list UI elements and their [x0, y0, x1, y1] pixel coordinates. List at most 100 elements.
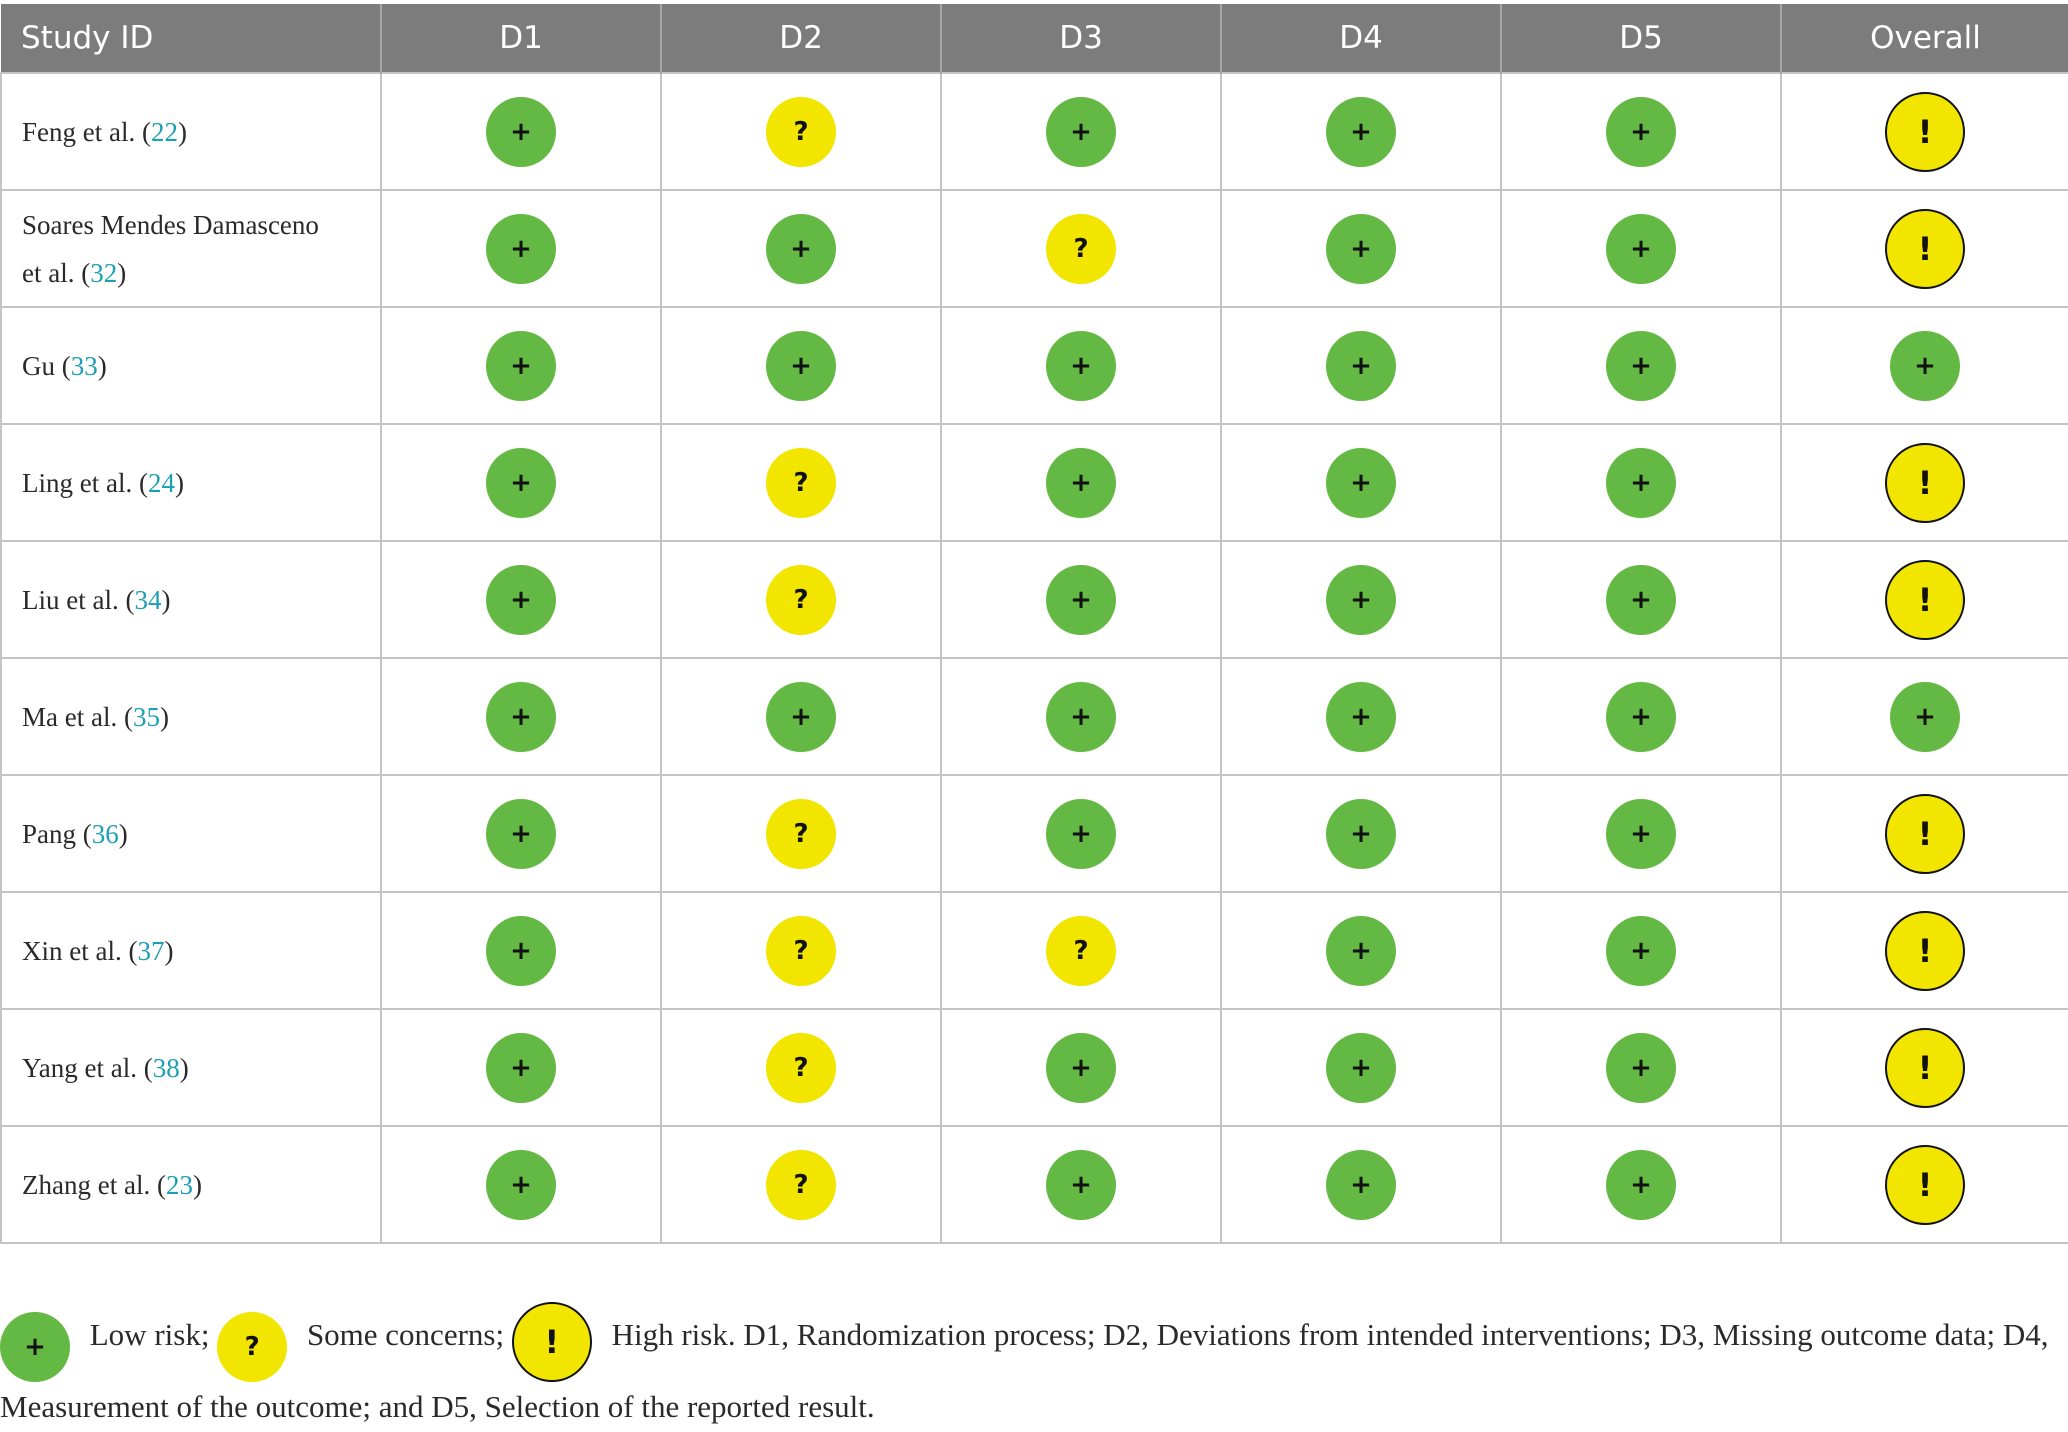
study-name-text: Liu et al. ( — [22, 584, 135, 615]
reference-link[interactable]: 37 — [137, 935, 165, 966]
reference-close-paren: ) — [159, 701, 169, 732]
rating-cell-d4: + — [1220, 774, 1502, 893]
rating-cell-d5: + — [1500, 1125, 1782, 1244]
some-concerns-icon: ? — [1046, 915, 1116, 986]
reference-link[interactable]: 33 — [70, 350, 98, 381]
study-name-text: Ling et al. ( — [22, 467, 148, 498]
table-row: Pang (36) +? + + +! — [0, 774, 2068, 893]
study-id-cell: Ma et al. (35) — [0, 657, 382, 776]
some-concerns-icon: ? — [766, 96, 836, 167]
table-header-row: Study ID D1 D2 D3 D4 D5 Overall — [1, 4, 2068, 73]
legend-some-label: Some concerns; — [299, 1317, 505, 1352]
reference-close-paren: ) — [164, 935, 174, 966]
study-name-text: et al. ( — [22, 257, 91, 288]
low-risk-icon: + — [1606, 447, 1676, 518]
low-risk-icon: + — [1046, 1149, 1116, 1220]
low-risk-icon: + — [1890, 681, 1960, 752]
some-concerns-icon: ? — [766, 1149, 836, 1220]
table-row: Soares Mendes Damasceno et al. (32) + +? + +! — [0, 189, 2068, 308]
rating-cell-d5: + — [1500, 540, 1782, 659]
study-id-cell: Soares Mendes Damasceno et al. (32) — [0, 189, 382, 308]
header-d3: D3 — [941, 4, 1222, 73]
reference-link[interactable]: 35 — [132, 701, 160, 732]
study-name-text: Pang ( — [22, 818, 92, 849]
reference-close-paren: ) — [161, 584, 171, 615]
reference-link[interactable]: 34 — [134, 584, 162, 615]
rating-cell-d2: ? — [660, 1008, 942, 1127]
low-risk-icon: + — [1326, 96, 1396, 167]
some-concerns-icon: ? — [766, 1032, 836, 1103]
some-concerns-icon: ? — [766, 447, 836, 518]
rating-cell-d3: + — [940, 1008, 1222, 1127]
low-risk-icon: + — [486, 96, 556, 167]
low-risk-icon: + — [1046, 447, 1116, 518]
rating-cell-overall: ! — [1780, 891, 2068, 1010]
reference-link[interactable]: 22 — [150, 116, 178, 147]
study-id-cell: Liu et al. (34) — [0, 540, 382, 659]
study-name-text: Xin et al. ( — [22, 935, 138, 966]
rating-cell-d3: ? — [940, 891, 1222, 1010]
reference-link[interactable]: 23 — [165, 1169, 193, 1200]
low-risk-icon: + — [1606, 1032, 1676, 1103]
rating-cell-d1: + — [380, 657, 662, 776]
rating-cell-d5: + — [1500, 774, 1782, 893]
reference-close-paren: ) — [179, 1052, 189, 1083]
low-risk-icon: + — [1046, 1032, 1116, 1103]
reference-link[interactable]: 32 — [90, 257, 118, 288]
low-risk-icon: + — [1326, 915, 1396, 986]
low-risk-icon: + — [1046, 330, 1116, 401]
rating-cell-d5: + — [1500, 423, 1782, 542]
high-risk-icon: ! — [1885, 793, 1965, 874]
low-risk-icon: + — [486, 915, 556, 986]
low-risk-icon: + — [1326, 798, 1396, 869]
reference-close-paren: ) — [192, 1169, 202, 1200]
header-study-id: Study ID — [1, 4, 382, 73]
risk-of-bias-table: Study ID D1 D2 D3 D4 D5 Overall Feng et … — [0, 4, 2068, 1244]
low-risk-icon: + — [1326, 330, 1396, 401]
rating-cell-d4: + — [1220, 423, 1502, 542]
table-row: Ling et al. (24) +? + + +! — [0, 423, 2068, 542]
low-risk-icon: + — [1326, 564, 1396, 635]
low-risk-icon: + — [486, 798, 556, 869]
rating-cell-d4: + — [1220, 891, 1502, 1010]
some-concerns-icon: ? — [766, 915, 836, 986]
rating-cell-d5: + — [1500, 657, 1782, 776]
header-d4: D4 — [1221, 4, 1502, 73]
low-risk-icon: + — [486, 1149, 556, 1220]
rating-cell-d3: + — [940, 306, 1222, 425]
reference-link[interactable]: 36 — [91, 818, 119, 849]
study-id-cell: Feng et al. (22) — [0, 72, 382, 191]
rating-cell-d1: + — [380, 423, 662, 542]
rating-cell-overall: ! — [1780, 72, 2068, 191]
study-id-cell: Xin et al. (37) — [0, 891, 382, 1010]
high-risk-icon: ! — [511, 1302, 592, 1382]
rating-cell-d2: + — [660, 189, 942, 308]
rating-cell-d5: + — [1500, 306, 1782, 425]
reference-link[interactable]: 38 — [152, 1052, 180, 1083]
rating-cell-d1: + — [380, 891, 662, 1010]
rating-cell-d4: + — [1220, 72, 1502, 191]
rating-cell-overall: ! — [1780, 774, 2068, 893]
reference-close-paren: ) — [117, 257, 127, 288]
some-concerns-icon: ? — [217, 1312, 288, 1382]
rating-cell-overall: ! — [1780, 1125, 2068, 1244]
rating-cell-d1: + — [380, 306, 662, 425]
low-risk-icon: + — [486, 330, 556, 401]
rating-cell-d2: ? — [660, 540, 942, 659]
low-risk-icon: + — [1890, 330, 1960, 401]
table-row: Ma et al. (35) + + + + + + — [0, 657, 2068, 776]
low-risk-icon: + — [1326, 213, 1396, 284]
some-concerns-icon: ? — [766, 798, 836, 869]
rating-cell-d5: + — [1500, 189, 1782, 308]
low-risk-icon: + — [1606, 798, 1676, 869]
low-risk-icon: + — [0, 1312, 70, 1382]
rating-cell-d1: + — [380, 774, 662, 893]
header-d5: D5 — [1501, 4, 1782, 73]
reference-close-paren: ) — [174, 467, 184, 498]
study-id-cell: Ling et al. (24) — [0, 423, 382, 542]
reference-link[interactable]: 24 — [147, 467, 175, 498]
rating-cell-d4: + — [1220, 1125, 1502, 1244]
rating-cell-d5: + — [1500, 891, 1782, 1010]
study-id-cell: Pang (36) — [0, 774, 382, 893]
rating-cell-d4: + — [1220, 1008, 1502, 1127]
